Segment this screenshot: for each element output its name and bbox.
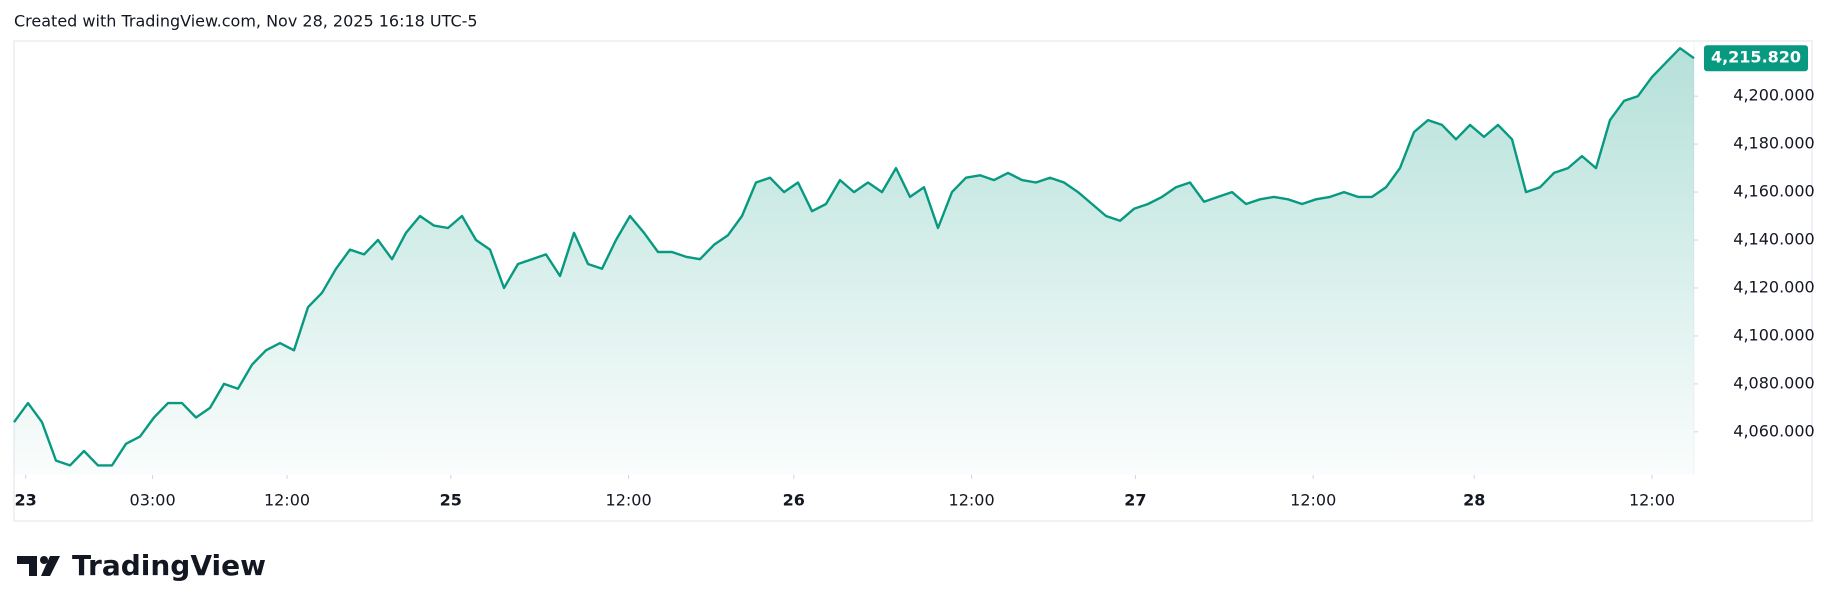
price-label-box (1704, 45, 1808, 72)
x-tick-label: 12:00 (606, 491, 652, 510)
x-tick-label: 12:00 (1629, 491, 1675, 510)
y-tick-label: 4,100.000 (1733, 325, 1814, 344)
x-tick-label: 12:00 (264, 491, 310, 510)
y-tick-label: 4,200.000 (1733, 86, 1814, 105)
y-tick-label: 4,060.000 (1733, 421, 1814, 440)
logo-shape (17, 556, 37, 576)
x-tick-label: 25 (440, 491, 462, 510)
y-tick-label: 4,120.000 (1733, 277, 1814, 296)
y-tick-label: 4,140.000 (1733, 230, 1814, 249)
x-tick-label: 12:00 (1290, 491, 1336, 510)
y-tick-label: 4,180.000 (1733, 134, 1814, 153)
area-fill (14, 48, 1694, 475)
x-tick-label: 03:00 (130, 491, 176, 510)
brand-name: TradingView (72, 549, 266, 582)
x-tick-label: 12:00 (949, 491, 995, 510)
x-tick-label: 23 (14, 491, 36, 510)
chart-title: Created with TradingView.com, Nov 28, 20… (14, 12, 478, 31)
y-tick-label: 4,080.000 (1733, 373, 1814, 392)
price-label: 4,215.820 (1711, 48, 1801, 67)
brand-logo: TradingView (17, 549, 266, 582)
y-tick-label: 4,160.000 (1733, 182, 1814, 201)
logo-dot (40, 556, 48, 564)
price-line (13, 47, 1695, 467)
x-tick-label: 26 (783, 491, 805, 510)
x-tick-label: 28 (1463, 491, 1485, 510)
logo-shape (41, 556, 60, 576)
chart-frame (13, 40, 1813, 522)
x-tick-label: 27 (1124, 491, 1146, 510)
